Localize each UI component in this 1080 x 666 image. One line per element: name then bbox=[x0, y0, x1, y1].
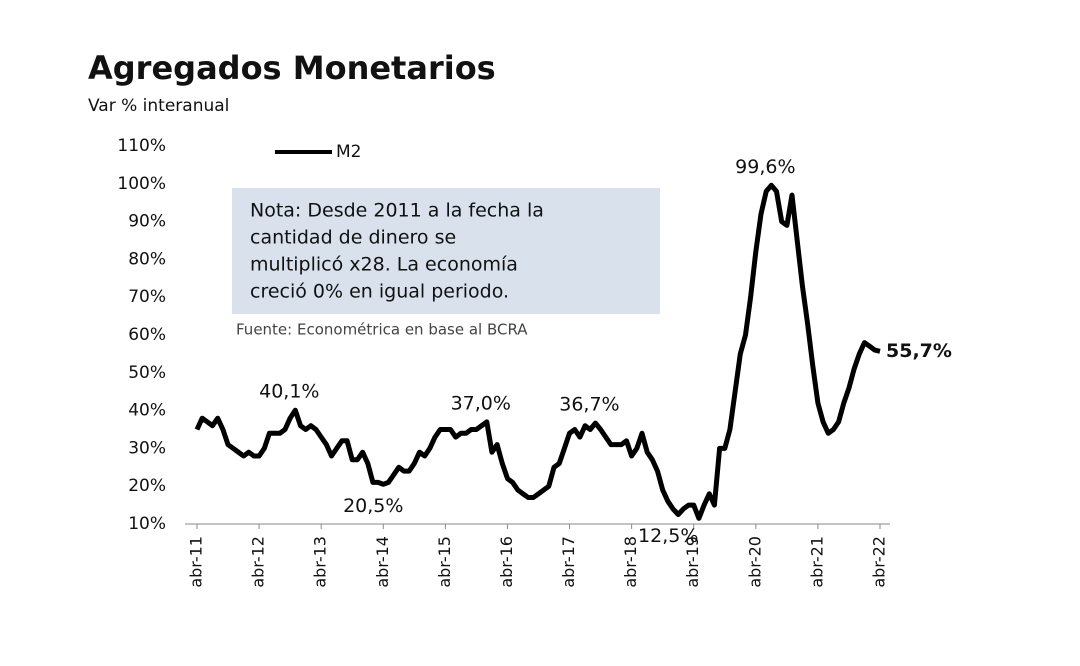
y-tick-label: 50% bbox=[128, 363, 166, 383]
x-tick-label: abr-11 bbox=[187, 536, 206, 588]
note-box bbox=[232, 188, 660, 314]
x-tick-label: abr-18 bbox=[621, 536, 640, 588]
x-tick-label: abr-16 bbox=[497, 536, 516, 588]
y-tick-label: 90% bbox=[128, 212, 166, 232]
y-tick-label: 70% bbox=[128, 287, 166, 307]
y-tick-label: 60% bbox=[128, 325, 166, 345]
data-label: 36,7% bbox=[559, 394, 619, 416]
data-label: 12,5% bbox=[638, 525, 698, 547]
y-tick-label: 20% bbox=[128, 476, 166, 496]
note-line: cantidad de dinero se bbox=[250, 227, 456, 249]
chart-title: Agregados Monetarios bbox=[88, 49, 496, 87]
data-label: 20,5% bbox=[343, 495, 403, 517]
x-tick-label: abr-14 bbox=[373, 536, 392, 588]
y-tick-label: 10% bbox=[128, 514, 166, 534]
x-tick-label: abr-15 bbox=[435, 536, 454, 588]
x-tick-label: abr-13 bbox=[311, 536, 330, 588]
data-label: 99,6% bbox=[735, 156, 795, 178]
y-tick-label: 100% bbox=[117, 174, 166, 194]
source: Fuente: Econométrica en base al BCRA bbox=[236, 321, 528, 339]
y-tick-label: 80% bbox=[128, 249, 166, 269]
y-tick-label: 30% bbox=[128, 438, 166, 458]
note-line: creció 0% en igual periodo. bbox=[250, 281, 509, 303]
legend-label: M2 bbox=[336, 142, 361, 162]
data-label: 55,7% bbox=[886, 340, 952, 362]
x-tick-label: abr-22 bbox=[870, 536, 889, 588]
x-tick-label: abr-21 bbox=[807, 536, 826, 588]
x-tick-label: abr-17 bbox=[559, 536, 578, 588]
note-line: multiplicó x28. La economía bbox=[250, 254, 518, 276]
data-label: 37,0% bbox=[451, 392, 511, 414]
data-label: 40,1% bbox=[259, 381, 319, 403]
x-tick-label: abr-19 bbox=[683, 536, 702, 588]
x-tick-label: abr-20 bbox=[745, 536, 764, 588]
y-tick-label: 40% bbox=[128, 401, 166, 421]
x-tick-label: abr-12 bbox=[249, 536, 268, 588]
chart-subtitle: Var % interanual bbox=[88, 96, 229, 116]
y-tick-label: 110% bbox=[117, 136, 166, 156]
series-line bbox=[194, 182, 881, 521]
note-line: Nota: Desde 2011 a la fecha la bbox=[250, 200, 544, 222]
